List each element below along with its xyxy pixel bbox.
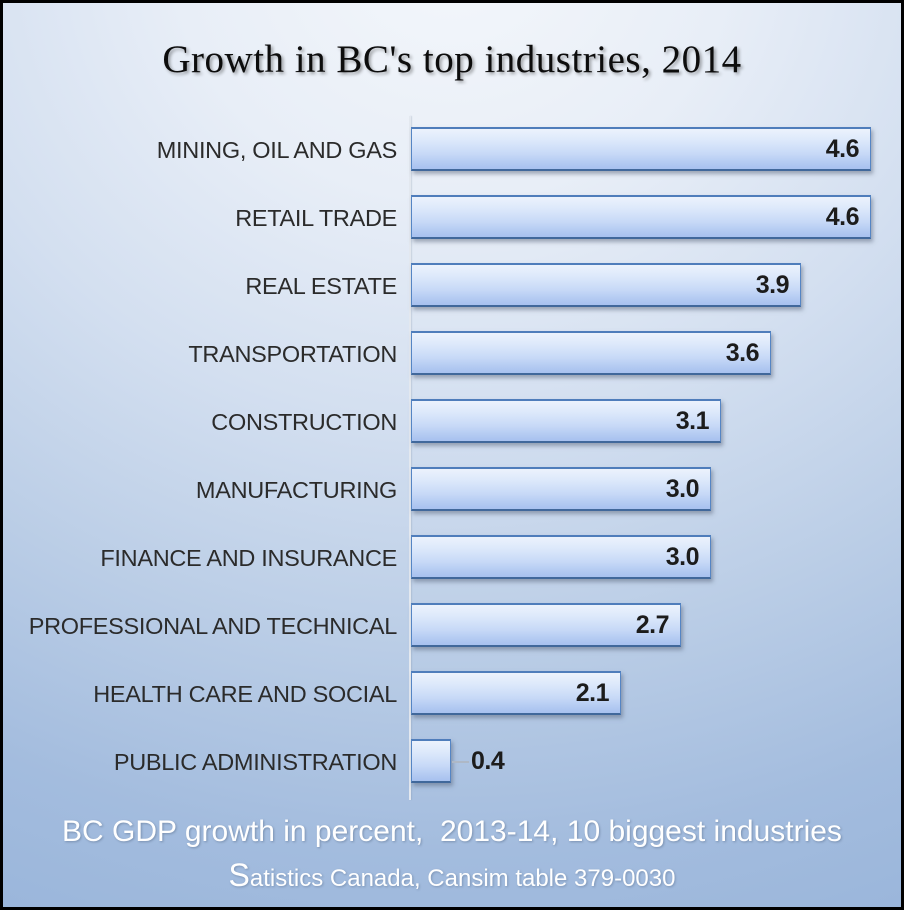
chart-row: FINANCE AND INSURANCE 3.0 [3, 524, 904, 592]
bar-value-label: 2.7 [635, 611, 670, 639]
bar [411, 331, 771, 375]
bar-value-label: 0.4 [471, 747, 505, 775]
bar-zone: 2.1 [410, 660, 904, 728]
plot-area: MINING, OIL AND GAS 4.6 RETAIL TRADE 4.6 REA… [3, 116, 904, 800]
category-label: MANUFACTURING [195, 476, 397, 503]
category-label: TRANSPORTATION [188, 340, 397, 367]
bar-value-label: 3.0 [665, 475, 700, 503]
chart-row: PROFESSIONAL AND TECHNICAL 2.7 [3, 592, 904, 660]
bar [411, 671, 621, 715]
value-leader-line [452, 761, 469, 763]
category-axis-line [409, 116, 411, 800]
category-label: REAL ESTATE [245, 272, 397, 299]
chart-row: MINING, OIL AND GAS 4.6 [3, 116, 904, 184]
bar [411, 739, 451, 783]
bar-zone: 3.9 [410, 252, 904, 320]
bar [411, 603, 681, 647]
bar-zone: 4.6 [410, 184, 904, 252]
bar-value-label: 3.6 [725, 339, 760, 367]
bar-zone: 3.0 [410, 524, 904, 592]
bar-value-label: 2.1 [575, 679, 610, 707]
bar-value-label: 4.6 [825, 203, 860, 231]
bar-value-label: 4.6 [825, 135, 860, 163]
bar-zone: 3.0 [410, 456, 904, 524]
bar-zone: 4.6 [410, 116, 904, 184]
bar [411, 467, 711, 511]
category-label: HEALTH CARE AND SOCIAL [93, 680, 397, 707]
bar [411, 399, 721, 443]
category-label: FINANCE AND INSURANCE [100, 544, 397, 571]
chart-row: MANUFACTURING 3.0 [3, 456, 904, 524]
chart-row: TRANSPORTATION 3.6 [3, 320, 904, 388]
category-label: PUBLIC ADMINISTRATION [113, 748, 397, 775]
chart-row: HEALTH CARE AND SOCIAL 2.1 [3, 660, 904, 728]
bar-zone: 3.6 [410, 320, 904, 388]
chart-row: PUBLIC ADMINISTRATION 0.4 [3, 728, 904, 796]
source-text: atistics Canada, Cansim table 379-0030 [249, 865, 676, 892]
bar-value-label: 3.0 [665, 543, 700, 571]
chart-title: Growth in BC's top industries, 2014 [162, 38, 742, 81]
chart-row: CONSTRUCTION 3.1 [3, 388, 904, 456]
bar-value-label: 3.9 [755, 271, 790, 299]
category-label: PROFESSIONAL AND TECHNICAL [28, 612, 398, 639]
bar [411, 535, 711, 579]
category-label: CONSTRUCTION [211, 408, 397, 435]
bar [411, 127, 871, 171]
chart-source: Satistics Canada, Cansim table 379-0030 [3, 859, 901, 893]
bar-zone: 0.4 [410, 728, 904, 796]
chart-row: REAL ESTATE 3.9 [3, 252, 904, 320]
chart-row: RETAIL TRADE 4.6 [3, 184, 904, 252]
bar-zone: 3.1 [410, 388, 904, 456]
bar [411, 195, 871, 239]
category-label: MINING, OIL AND GAS [156, 136, 398, 163]
bar [411, 263, 801, 307]
bar-value-label: 3.1 [675, 407, 710, 435]
category-label: RETAIL TRADE [235, 204, 397, 231]
bar-zone: 2.7 [410, 592, 904, 660]
source-initial-letter: S [228, 857, 250, 893]
chart-subtitle: BC GDP growth in percent, 2013-14, 10 bi… [62, 815, 842, 848]
